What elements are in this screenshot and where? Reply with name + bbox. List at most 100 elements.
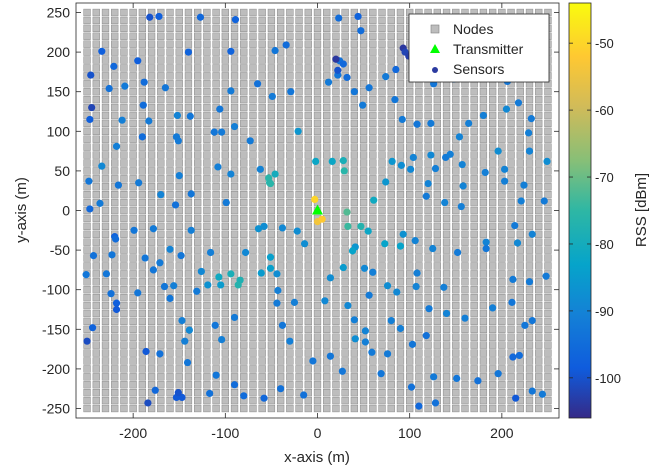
node-marker xyxy=(120,341,128,349)
node-marker xyxy=(332,254,340,262)
node-marker xyxy=(387,230,395,238)
node-marker xyxy=(92,32,100,40)
node-marker xyxy=(415,159,423,167)
node-marker xyxy=(323,262,331,270)
y-tick-label: -50 xyxy=(50,242,70,258)
node-marker xyxy=(175,159,183,167)
sensor-point xyxy=(231,16,240,24)
node-marker xyxy=(295,159,303,167)
node-marker xyxy=(295,404,303,413)
node-marker xyxy=(470,301,478,310)
node-marker xyxy=(276,24,285,32)
node-marker xyxy=(516,230,524,238)
node-marker xyxy=(258,32,266,40)
node-marker xyxy=(295,270,303,278)
node-marker xyxy=(230,396,239,405)
node-marker xyxy=(120,262,128,270)
node-marker xyxy=(184,40,193,48)
node-marker xyxy=(359,365,368,373)
sensor-point xyxy=(210,128,218,136)
node-marker xyxy=(184,32,193,40)
x-axis-label: x-axis (m) xyxy=(284,449,350,466)
node-marker xyxy=(147,175,156,183)
node-marker xyxy=(83,309,91,318)
node-marker xyxy=(221,246,229,254)
node-marker xyxy=(276,151,285,159)
node-marker xyxy=(544,301,552,310)
sensor-point xyxy=(396,324,405,333)
node-marker xyxy=(369,317,377,326)
node-marker xyxy=(295,167,303,175)
sensor-point xyxy=(274,286,282,295)
node-marker xyxy=(230,64,239,72)
node-marker xyxy=(184,365,193,373)
node-marker xyxy=(212,143,220,151)
node-marker xyxy=(442,254,451,262)
node-marker xyxy=(221,396,229,405)
node-marker xyxy=(184,317,193,326)
node-marker xyxy=(129,72,137,80)
node-marker xyxy=(378,127,386,135)
node-marker xyxy=(138,365,147,373)
node-marker xyxy=(276,191,285,199)
node-marker xyxy=(138,119,147,128)
node-marker xyxy=(276,309,285,318)
node-marker xyxy=(258,8,266,17)
node-marker xyxy=(184,246,193,254)
node-marker xyxy=(323,206,331,215)
node-marker xyxy=(286,365,294,373)
node-marker xyxy=(147,198,156,207)
node-marker xyxy=(194,32,202,40)
node-marker xyxy=(129,278,137,286)
node-marker xyxy=(249,56,257,64)
node-marker xyxy=(111,16,119,25)
node-marker xyxy=(544,396,552,405)
node-marker xyxy=(544,151,552,159)
node-marker xyxy=(286,191,294,199)
node-marker xyxy=(258,333,266,341)
node-marker xyxy=(313,293,322,302)
node-marker xyxy=(129,373,137,381)
node-marker xyxy=(341,175,349,183)
node-marker xyxy=(101,16,110,25)
node-marker xyxy=(470,357,478,365)
node-marker xyxy=(111,175,119,183)
node-marker xyxy=(276,16,285,25)
sensor-point xyxy=(112,142,121,150)
sensor-point xyxy=(350,88,358,96)
node-marker xyxy=(387,119,395,128)
node-marker xyxy=(415,262,423,270)
node-marker xyxy=(498,88,506,96)
node-marker xyxy=(535,293,543,302)
node-marker xyxy=(304,95,312,104)
node-marker xyxy=(442,230,451,238)
node-marker xyxy=(406,270,414,278)
node-marker xyxy=(157,246,165,254)
node-marker xyxy=(203,24,211,32)
node-marker xyxy=(544,246,552,254)
node-marker xyxy=(240,301,248,310)
node-marker xyxy=(341,8,349,17)
node-marker xyxy=(323,135,331,143)
sensor-point xyxy=(155,12,163,21)
node-marker xyxy=(488,95,497,104)
node-marker xyxy=(221,40,229,48)
node-marker xyxy=(350,56,359,64)
node-marker xyxy=(341,214,349,223)
node-marker xyxy=(442,333,451,341)
node-marker xyxy=(535,159,543,167)
node-marker xyxy=(350,357,359,365)
node-marker xyxy=(267,341,276,349)
node-marker xyxy=(350,270,359,278)
sensor-point xyxy=(339,157,347,165)
node-marker xyxy=(516,88,524,96)
node-marker xyxy=(396,278,405,286)
node-marker xyxy=(488,88,497,96)
node-marker xyxy=(332,270,340,278)
node-marker xyxy=(92,333,100,341)
node-marker xyxy=(525,262,534,270)
node-marker xyxy=(138,309,147,318)
colorbar-tick-label: -80 xyxy=(595,237,614,252)
node-marker xyxy=(350,24,359,32)
node-marker xyxy=(461,175,469,183)
